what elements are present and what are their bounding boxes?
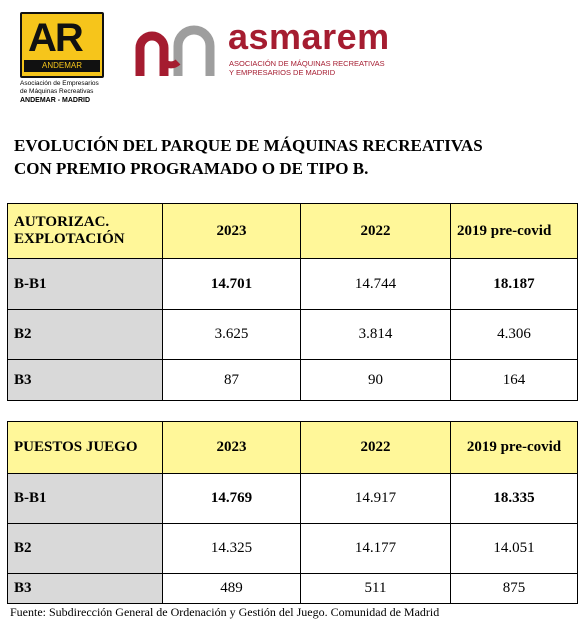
header-cell: 2019 pre-covid (450, 203, 578, 259)
row-label: B2 (7, 309, 163, 360)
table-cell: 14.769 (162, 473, 301, 524)
header-cell: 2019 pre-covid (450, 421, 578, 474)
asmarem-logo: asmarem ASOCIACIÓN DE MÁQUINAS RECREATIV… (134, 16, 424, 86)
document-title-line1: EVOLUCIÓN DEL PARQUE DE MÁQUINAS RECREAT… (14, 136, 483, 155)
row-label: B3 (7, 573, 163, 604)
table-row: B3 489 511 875 (7, 573, 578, 604)
table-row: B2 3.625 3.814 4.306 (7, 309, 578, 360)
asmarem-tagline: ASOCIACIÓN DE MÁQUINAS RECREATIVAS Y EMP… (229, 59, 385, 77)
andemar-logo-mark: AR (28, 16, 84, 60)
asmarem-name: asmarem (228, 16, 390, 57)
header-cell: 2022 (300, 421, 451, 474)
table-cell: 14.177 (300, 523, 451, 574)
autorizaciones-table: AUTORIZAC. EXPLOTACIÓN 2023 2022 2019 pr… (7, 203, 578, 401)
row-label: B3 (7, 359, 163, 401)
row-label: B-B1 (7, 473, 163, 524)
table-row: B3 87 90 164 (7, 359, 578, 401)
row-label: B-B1 (7, 258, 163, 310)
table-cell: 875 (450, 573, 578, 604)
header-cell: 2022 (300, 203, 451, 259)
table-cell: 4.306 (450, 309, 578, 360)
andemar-logo: AR ANDEMAR Asociación de Empresarios de … (20, 12, 112, 104)
source-note: Fuente: Subdirección General de Ordenaci… (10, 605, 440, 619)
table-cell: 14.051 (450, 523, 578, 574)
table-cell: 14.701 (162, 258, 301, 310)
table-cell: 164 (450, 359, 578, 401)
document-title: EVOLUCIÓN DEL PARQUE DE MÁQUINAS RECREAT… (14, 134, 574, 180)
header-cell: PUESTOS JUEGO (7, 421, 163, 474)
andemar-caption: Asociación de Empresarios de Máquinas Re… (20, 80, 112, 96)
asmarem-emblem-icon (135, 25, 215, 76)
table-cell: 87 (162, 359, 301, 401)
table-cell: 14.744 (300, 258, 451, 310)
andemar-logo-plate: AR ANDEMAR (20, 12, 104, 78)
andemar-caption-line2: de Máquinas Recreativas (20, 88, 94, 95)
table-row: B-B1 14.769 14.917 18.335 (7, 473, 578, 524)
andemar-caption-line1: Asociación de Empresarios (20, 80, 99, 87)
document-title-line2: CON PREMIO PROGRAMADO O DE TIPO B. (14, 159, 369, 178)
andemar-logo-band: ANDEMAR (24, 60, 100, 72)
table-header-row: AUTORIZAC. EXPLOTACIÓN 2023 2022 2019 pr… (7, 203, 578, 259)
table-cell: 14.325 (162, 523, 301, 574)
table-cell: 3.814 (300, 309, 451, 360)
andemar-caption-line3: ANDEMAR - MADRID (20, 97, 90, 104)
puestos-table: PUESTOS JUEGO 2023 2022 2019 pre-covid B… (7, 421, 578, 604)
table-header-row: PUESTOS JUEGO 2023 2022 2019 pre-covid (7, 421, 578, 474)
table-row: B-B1 14.701 14.744 18.187 (7, 258, 578, 310)
header-cell: AUTORIZAC. EXPLOTACIÓN (7, 203, 163, 259)
table-row: B2 14.325 14.177 14.051 (7, 523, 578, 574)
table-cell: 18.335 (450, 473, 578, 524)
row-label: B2 (7, 523, 163, 574)
table-cell: 3.625 (162, 309, 301, 360)
table-cell: 18.187 (450, 258, 578, 310)
table-cell: 489 (162, 573, 301, 604)
table-cell: 14.917 (300, 473, 451, 524)
table-cell: 511 (300, 573, 451, 604)
header-cell: 2023 (162, 421, 301, 474)
table-cell: 90 (300, 359, 451, 401)
header-cell: 2023 (162, 203, 301, 259)
asmarem-tagline-line2: Y EMPRESARIOS DE MADRID (229, 68, 336, 77)
asmarem-tagline-line1: ASOCIACIÓN DE MÁQUINAS RECREATIVAS (229, 59, 385, 68)
